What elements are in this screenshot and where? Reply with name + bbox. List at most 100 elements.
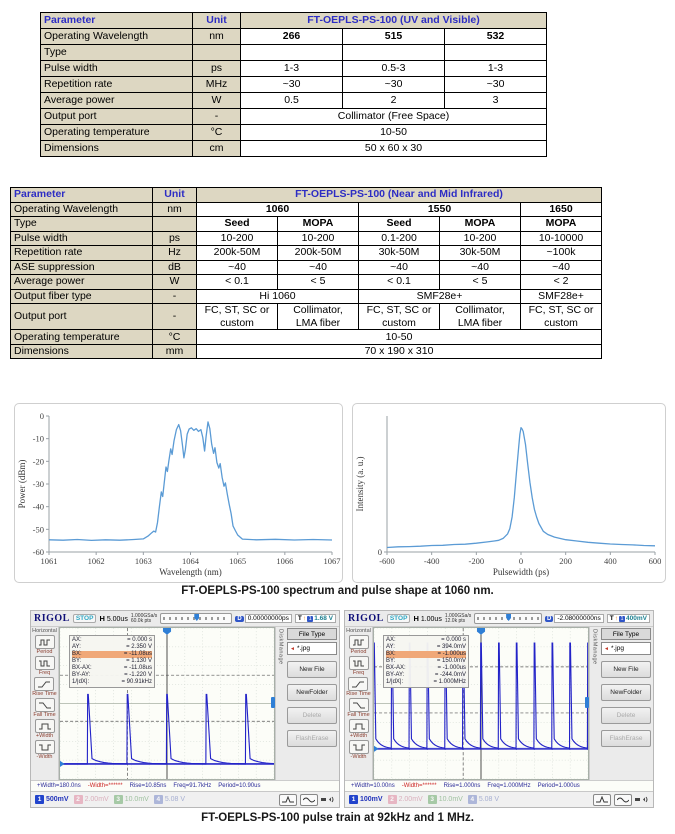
cell-value: < 5	[439, 274, 521, 290]
cell-value: ~40	[519, 259, 603, 275]
cell-value: Collimator (Free Space)	[239, 108, 548, 125]
svg-text:Intensity (a. u.): Intensity (a. u.)	[355, 457, 365, 512]
cell-value: ~40	[358, 259, 440, 275]
freq-icon	[34, 656, 55, 670]
svg-text:600: 600	[649, 556, 662, 566]
cell-unit: W	[152, 274, 197, 290]
waveform-record-icon	[593, 793, 611, 806]
charts-caption: FT-OEPLS-PS-100 spectrum and pulse shape…	[181, 585, 494, 597]
cell-value: Seed	[196, 216, 278, 232]
trigger-slope-icon: ↑	[302, 615, 307, 622]
cell-unit: MHz	[192, 76, 241, 93]
usb-speaker-icon	[635, 796, 648, 803]
cell-value: FC, ST, SC or custom	[519, 302, 603, 331]
new-file-button: New File	[287, 661, 337, 678]
svg-text:-50: -50	[33, 524, 44, 534]
cell-value: 1060	[196, 201, 359, 217]
measurement-strip: +Width=180.0ns -Width=****** Rise=10.85n…	[31, 780, 339, 791]
waveform-record-icon	[279, 793, 297, 806]
scroll-indicator	[585, 697, 589, 709]
menu-title: Horizontal	[32, 628, 57, 634]
table-row: ASE suppression dB ~40 ~40 ~40 ~40 ~40	[10, 259, 603, 275]
new-folder-button: NewFolder	[601, 684, 651, 701]
cell-unit: -	[152, 288, 197, 304]
cell-value: 1-3	[443, 60, 548, 77]
cell-param: Output port	[10, 302, 153, 331]
trigger-readout: T ↑ 1 400mV	[606, 614, 650, 623]
delay-readout: D -2.08000000ns	[545, 614, 604, 623]
minus-width-icon	[34, 740, 55, 754]
channel-1-chip: 1 500mV	[35, 795, 69, 804]
svg-text:1067: 1067	[324, 556, 341, 566]
table-header-row: Parameter Unit FT-OEPLS-PS-100 (UV and V…	[40, 12, 548, 29]
cell-param: Type	[40, 44, 193, 61]
scope-header-bar: RIGOL STOP H 1.00us 1.000GSa/s 12.0k pts …	[345, 611, 653, 627]
cell-param: Pulse width	[10, 230, 153, 246]
cell-value: 30k-50M	[439, 245, 521, 261]
cell-unit: ps	[152, 230, 197, 246]
cell-unit	[192, 44, 241, 61]
svg-text:-30: -30	[33, 479, 44, 489]
cell-param: Operating temperature	[10, 329, 153, 345]
cell-param: Dimensions	[10, 343, 153, 360]
cell-param: Average power	[10, 274, 153, 290]
measure-menu: Horizontal Period Freq Rise Time Fall Ti…	[345, 627, 373, 780]
cell-param-header: Parameter	[10, 187, 153, 203]
cell-param-header: Parameter	[40, 12, 193, 29]
softkey-panel: File Type ◄ *.jpg New File NewFolder Dele…	[599, 627, 653, 780]
cell-value: Collimator, LMA fiber	[439, 302, 521, 331]
scopes-row: RIGOL STOP H 5.00us 1.000GSa/s 60.0k pts …	[30, 610, 654, 808]
cell-value: MOPA	[277, 216, 359, 232]
table-row: Pulse width ps 10-200 10-200 0.1-200 10-…	[10, 230, 603, 246]
oscilloscope-screenshot-92khz: RIGOL STOP H 5.00us 1.000GSa/s 60.0k pts …	[30, 610, 340, 808]
cell-value: Hi 1060	[196, 288, 359, 304]
svg-text:1064: 1064	[182, 556, 200, 566]
cursor-measurement-box: AX: = 0.000 s AY: = 394.0mV BX: = -1.000us …	[383, 635, 469, 688]
cell-value: 2	[342, 92, 445, 109]
cell-value: FC, ST, SC or custom	[358, 302, 440, 331]
channel-2-chip: 2 2.00mV	[387, 795, 423, 804]
cell-unit-header: Unit	[192, 12, 241, 29]
cell-unit	[152, 216, 197, 232]
menu-item-freq: Freq	[34, 656, 55, 676]
cell-unit: -	[152, 302, 197, 331]
file-type-label: File Type	[601, 628, 651, 640]
cell-value: 10-200	[196, 230, 278, 246]
memory-position-strip	[474, 613, 543, 624]
channel-1-chip: 1 100mV	[349, 795, 383, 804]
cell-value: 0.5-3	[342, 60, 445, 77]
svg-text:Pulsewidth (ps): Pulsewidth (ps)	[493, 567, 549, 577]
svg-text:1066: 1066	[276, 556, 293, 566]
trigger-position-marker	[506, 614, 512, 621]
table-row: Operating temperature °C 10-50	[40, 124, 548, 141]
cell-value: 10-50	[195, 329, 603, 345]
svg-text:0: 0	[519, 556, 523, 566]
svg-text:-20: -20	[33, 456, 44, 466]
timebase-readout: H 1.00us	[413, 614, 442, 623]
menu-item-period: Period	[348, 635, 369, 655]
cell-unit: nm	[152, 201, 197, 217]
menu-item-freq: Freq	[348, 656, 369, 676]
spectrum-chart: 1061 1062 1063 1064 1065 1066 1067 0 -10 -20 -30 -4…	[14, 403, 343, 583]
graticule-area: AX: = 0.000 s AY: = 394.0mV BX: = -1.000us …	[373, 627, 589, 780]
uv-visible-spec-table: Parameter Unit FT-OEPLS-PS-100 (UV and V…	[40, 12, 548, 157]
file-type-selector: ◄ *.jpg	[601, 642, 651, 655]
usb-speaker-icon	[321, 796, 334, 803]
channel-2-chip: 2 2.00mV	[73, 795, 109, 804]
svg-text:1063: 1063	[135, 556, 152, 566]
menu-item-pwidth: +Width	[348, 719, 369, 739]
table-row: Repetition rate Hz 200k-50M 200k-50M 30k…	[10, 245, 603, 261]
svg-text:1061: 1061	[41, 556, 58, 566]
timebase-readout: H 5.00us	[99, 614, 128, 623]
graticule-area: AX: = 0.000 s AY: = 2.350 V BX: = -11.08us …	[59, 627, 275, 780]
acquisition-status: STOP	[386, 614, 411, 623]
scopes-caption: FT-OEPLS-PS-100 pulse train at 92kHz and…	[201, 812, 474, 824]
svg-text:400: 400	[604, 556, 617, 566]
cell-param: Repetition rate	[40, 76, 193, 93]
sample-rate-readout: 1.000GSa/s 12.0k pts	[444, 612, 472, 624]
cell-value: 532	[443, 28, 548, 45]
period-icon	[348, 635, 369, 649]
cell-param: ASE suppression	[10, 259, 153, 275]
period-icon	[34, 635, 55, 649]
table-row: Operating Wavelength nm 1060 1550 1650	[10, 201, 603, 217]
